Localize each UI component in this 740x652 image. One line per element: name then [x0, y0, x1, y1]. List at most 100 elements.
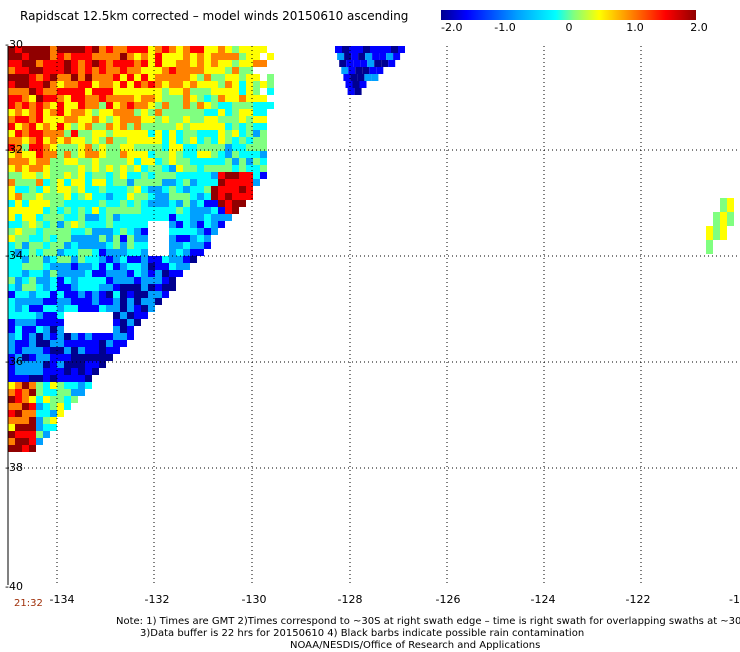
- wind-pixel: [127, 123, 134, 130]
- wind-pixel: [71, 102, 78, 109]
- wind-pixel: [155, 123, 162, 130]
- wind-pixel: [162, 158, 169, 165]
- wind-pixel: [239, 123, 246, 130]
- wind-pixel: [8, 46, 15, 53]
- wind-pixel: [29, 270, 36, 277]
- wind-pixel: [127, 53, 134, 60]
- wind-pixel: [85, 186, 92, 193]
- wind-pixel: [253, 102, 260, 109]
- wind-pixel: [190, 95, 197, 102]
- wind-pixel: [190, 242, 197, 249]
- wind-pixel: [64, 361, 71, 368]
- wind-pixel: [225, 88, 232, 95]
- wind-pixel: [197, 249, 204, 256]
- wind-pixel: [148, 172, 155, 179]
- wind-pixel: [218, 88, 225, 95]
- wind-pixel: [36, 298, 43, 305]
- wind-pixel: [190, 165, 197, 172]
- wind-pixel: [106, 263, 113, 270]
- wind-pixel: [343, 74, 351, 81]
- wind-pixel: [239, 102, 246, 109]
- wind-pixel: [50, 333, 57, 340]
- wind-pixel: [36, 403, 43, 410]
- wind-pixel: [155, 179, 162, 186]
- wind-pixel: [393, 53, 401, 60]
- wind-pixel: [127, 228, 134, 235]
- wind-pixel: [239, 186, 246, 193]
- wind-pixel: [36, 102, 43, 109]
- wind-pixel: [148, 95, 155, 102]
- wind-pixel: [64, 368, 71, 375]
- wind-pixel: [120, 172, 127, 179]
- wind-pixel: [15, 53, 22, 60]
- colorbar-tick: 0: [566, 21, 573, 34]
- wind-pixel: [8, 410, 15, 417]
- wind-pixel: [120, 109, 127, 116]
- wind-pixel: [204, 53, 211, 60]
- wind-pixel: [64, 263, 71, 270]
- wind-pixel: [120, 291, 127, 298]
- wind-pixel: [148, 165, 155, 172]
- wind-pixel: [176, 200, 183, 207]
- wind-pixel: [211, 158, 218, 165]
- wind-pixel: [43, 193, 50, 200]
- wind-pixel: [36, 382, 43, 389]
- wind-pixel: [113, 228, 120, 235]
- wind-pixel: [15, 172, 22, 179]
- wind-pixel: [99, 74, 106, 81]
- wind-pixel: [50, 347, 57, 354]
- wind-pixel: [64, 200, 71, 207]
- wind-pixel: [64, 46, 71, 53]
- wind-pixel: [113, 319, 120, 326]
- wind-pixel: [64, 60, 71, 67]
- wind-pixel: [148, 144, 155, 151]
- wind-pixel: [155, 109, 162, 116]
- wind-pixel: [169, 88, 176, 95]
- wind-pixel: [197, 165, 204, 172]
- wind-pixel: [15, 179, 22, 186]
- wind-pixel: [92, 53, 99, 60]
- wind-pixel: [29, 424, 36, 431]
- wind-pixel: [64, 214, 71, 221]
- wind-pixel: [92, 305, 99, 312]
- wind-pixel: [141, 123, 148, 130]
- wind-pixel: [8, 263, 15, 270]
- wind-pixel: [106, 165, 113, 172]
- wind-pixel: [239, 67, 246, 74]
- wind-pixel: [64, 172, 71, 179]
- wind-pixel: [162, 81, 169, 88]
- wind-pixel: [162, 179, 169, 186]
- wind-pixel: [99, 228, 106, 235]
- wind-pixel: [176, 123, 183, 130]
- wind-pixel: [720, 198, 727, 212]
- wind-pixel: [50, 284, 57, 291]
- wind-pixel: [71, 347, 78, 354]
- wind-pixel: [169, 242, 176, 249]
- wind-pixel: [106, 221, 113, 228]
- wind-pixel: [57, 347, 64, 354]
- wind-pixel: [99, 270, 106, 277]
- wind-pixel: [57, 333, 64, 340]
- wind-pixel: [120, 74, 127, 81]
- wind-pixel: [92, 333, 99, 340]
- wind-pixel: [8, 417, 15, 424]
- wind-pixel: [29, 312, 36, 319]
- wind-pixel: [148, 60, 155, 67]
- wind-pixel: [176, 130, 183, 137]
- wind-pixel: [71, 60, 78, 67]
- wind-pixel: [43, 151, 50, 158]
- wind-pixel: [71, 242, 78, 249]
- wind-pixel: [8, 242, 15, 249]
- wind-pixel: [232, 193, 239, 200]
- wind-pixel: [92, 193, 99, 200]
- wind-pixel: [225, 116, 232, 123]
- wind-pixel: [57, 270, 64, 277]
- wind-pixel: [36, 81, 43, 88]
- wind-pixel: [43, 200, 50, 207]
- wind-pixel: [15, 207, 22, 214]
- wind-pixel: [169, 158, 176, 165]
- wind-pixel: [190, 200, 197, 207]
- wind-pixel: [8, 438, 15, 445]
- wind-pixel: [36, 123, 43, 130]
- wind-pixel: [92, 284, 99, 291]
